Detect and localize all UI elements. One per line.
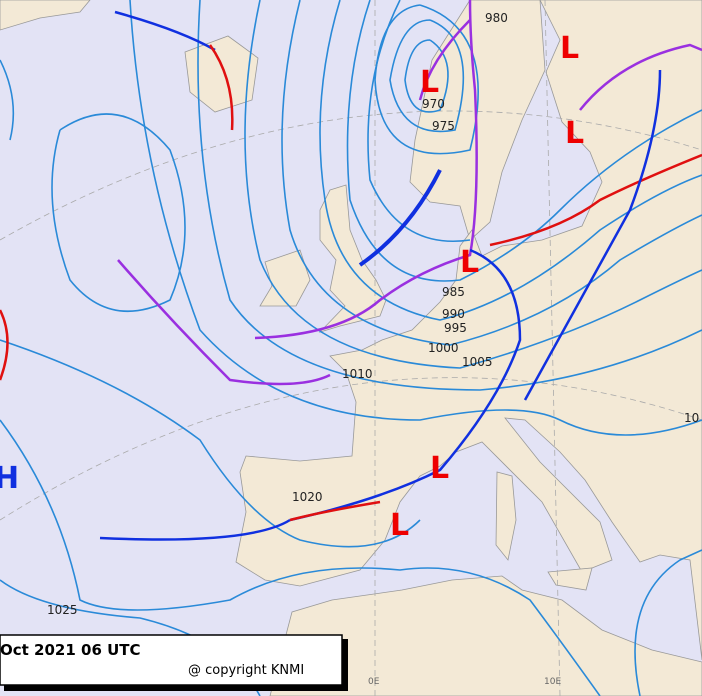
caption-copyright: @ copyright KNMI [188, 663, 304, 678]
high-center: H [0, 461, 19, 496]
low-center: L [460, 245, 479, 280]
meridian-label: 10E [544, 677, 561, 687]
isobar-label: 970 [422, 97, 445, 111]
low-center: L [565, 116, 584, 151]
isobar-label: 990 [442, 307, 465, 321]
isobar-label: 1010 [342, 367, 373, 381]
isobar-label: 10 [684, 411, 699, 425]
isobar-label: 975 [432, 119, 455, 133]
caption: Oct 2021 06 UTC @ copyright KNMI 0E 10E [0, 634, 561, 691]
isobar-label: 985 [442, 285, 465, 299]
meridian-label: 0E [368, 677, 380, 687]
low-center: L [390, 508, 409, 543]
fronts [0, 0, 702, 541]
isobar-label: 1025 [47, 603, 78, 617]
pressure-centers: L L L L L L H [0, 31, 584, 543]
isobar-label: 1005 [462, 355, 493, 369]
isobar-label: 980 [485, 11, 508, 25]
caption-box [0, 634, 343, 686]
isobar-label: 995 [444, 321, 467, 335]
low-center: L [430, 451, 449, 486]
isobar-label: 1020 [292, 490, 323, 504]
isobar-labels: 980 970 975 985 990 995 1000 1005 1010 1… [47, 11, 699, 617]
caption-date: Oct 2021 06 UTC [0, 641, 141, 659]
low-center: L [420, 65, 439, 100]
isobar-label: 1000 [428, 341, 459, 355]
low-center: L [560, 31, 579, 66]
